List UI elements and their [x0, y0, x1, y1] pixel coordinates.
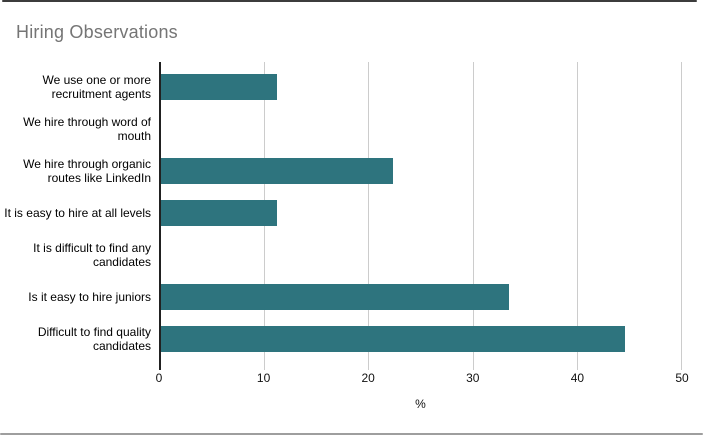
x-axis-title: %	[415, 397, 426, 411]
x-axis-ticks: 0 10 20 30 40 50	[155, 371, 689, 385]
category-label: We hire through word of mouth	[23, 115, 151, 143]
chart-row: We hire through word of mouth	[0, 108, 682, 150]
category-label: It is easy to hire at all levels	[4, 206, 151, 220]
x-axis-zero-line	[159, 62, 161, 370]
chart-row: We hire through organic routes like Link…	[0, 150, 682, 192]
chart-row: Is it easy to hire juniors	[0, 276, 682, 318]
bar	[161, 200, 278, 226]
chart-row: We use one or more recruitment agents	[0, 66, 682, 108]
chart-row: It is easy to hire at all levels	[0, 192, 682, 234]
gridline	[472, 62, 474, 370]
chart-row: Difficult to find quality candidates	[0, 318, 682, 360]
chart-row: It is difficult to find any candidates	[0, 234, 682, 276]
category-label: We use one or more recruitment agents	[42, 73, 152, 101]
x-tick-label: 0	[155, 371, 163, 385]
bar-track	[159, 276, 682, 318]
chart-title: Hiring Observations	[16, 22, 178, 42]
gridline	[368, 62, 370, 370]
x-tick-label: 20	[361, 371, 375, 385]
bar-track	[159, 66, 682, 108]
bottom-border	[0, 433, 703, 435]
bar-track	[159, 108, 682, 150]
category-label: It is difficult to find any candidates	[33, 241, 151, 269]
x-tick-label: 30	[466, 371, 480, 385]
bar	[161, 74, 278, 100]
bar-track	[159, 234, 682, 276]
bar-track	[159, 318, 682, 360]
bar-rows: We use one or more recruitment agents We…	[0, 66, 682, 360]
bar-track	[159, 192, 682, 234]
category-label: We hire through organic routes like Link…	[23, 157, 151, 185]
category-label: Is it easy to hire juniors	[28, 290, 151, 304]
bar	[161, 158, 394, 184]
bar-track	[159, 150, 682, 192]
x-tick-label: 50	[675, 371, 689, 385]
top-border	[2, 0, 697, 2]
bar	[161, 284, 510, 310]
gridline	[577, 62, 579, 370]
x-tick-label: 40	[570, 371, 585, 385]
category-label: Difficult to find quality candidates	[37, 325, 151, 353]
gridline	[681, 62, 682, 370]
bar	[161, 326, 626, 352]
x-tick-label: 10	[256, 371, 271, 385]
